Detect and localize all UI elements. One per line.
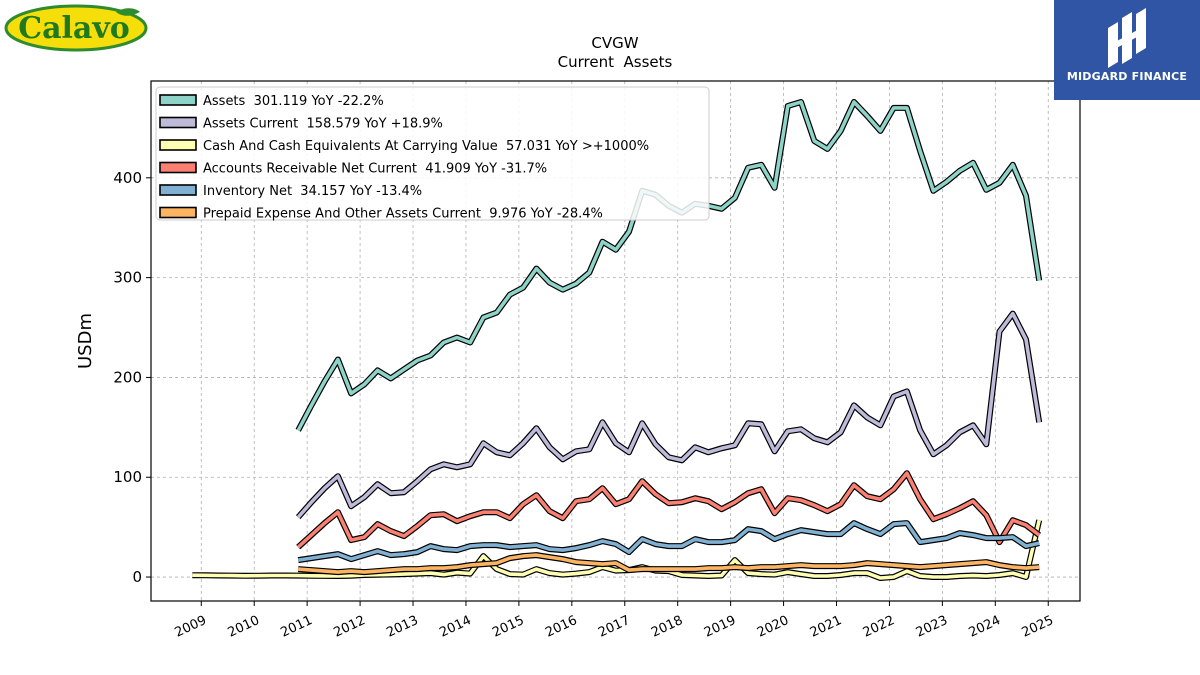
y-tick-label: 200 bbox=[113, 368, 142, 386]
x-tick-label: 2013 bbox=[384, 613, 420, 641]
legend-swatch bbox=[159, 206, 197, 219]
series-line-3 bbox=[296, 470, 1042, 550]
series-stroke bbox=[192, 519, 1041, 580]
x-axis-ticks: 2009 2010 2011 2012 2013 2014 2015 2016 2017 2018… bbox=[173, 601, 1056, 641]
y-tick-label: 100 bbox=[113, 468, 142, 486]
x-tick-label: 2014 bbox=[437, 613, 473, 641]
series-line-1 bbox=[295, 310, 1043, 520]
midgard-emblem-icon bbox=[1108, 8, 1146, 68]
legend-label: Accounts Receivable Net Current 41.909 Y… bbox=[203, 162, 547, 177]
legend-swatch bbox=[159, 116, 197, 129]
legend-box bbox=[155, 86, 710, 221]
series-line-2 bbox=[192, 519, 1043, 581]
chart-title: CVGW bbox=[591, 34, 638, 52]
x-tick-label: 2015 bbox=[490, 613, 526, 641]
series-stroke bbox=[296, 311, 1041, 519]
legend-swatch bbox=[159, 184, 197, 196]
x-tick-label: 2019 bbox=[702, 613, 738, 641]
legend-label: Cash And Cash Equivalents At Carrying Va… bbox=[203, 139, 649, 154]
x-tick-label: 2012 bbox=[331, 613, 367, 641]
legend-label: Assets Current 158.579 YoY +18.9% bbox=[203, 117, 443, 132]
x-tick-label: 2023 bbox=[914, 613, 950, 641]
x-tick-label: 2011 bbox=[279, 613, 315, 641]
legend-label: Assets 301.119 YoY -22.2% bbox=[203, 94, 384, 109]
x-tick-label: 2024 bbox=[967, 613, 1003, 641]
series-stroke bbox=[296, 471, 1041, 549]
x-tick-label: 2021 bbox=[808, 613, 844, 641]
y-axis-label: USDm bbox=[75, 313, 96, 369]
y-tick-label: 400 bbox=[113, 169, 142, 187]
y-tick-label: 0 bbox=[132, 568, 142, 586]
series-line-4 bbox=[297, 520, 1040, 564]
legend-label: Inventory Net 34.157 YoY -13.4% bbox=[203, 184, 422, 199]
leaf-icon bbox=[116, 8, 140, 16]
series-stroke bbox=[298, 553, 1040, 574]
legend-label: Prepaid Expense And Other Assets Current… bbox=[203, 207, 603, 222]
calavo-logo-text: Calavo bbox=[18, 11, 130, 46]
x-tick-label: 2020 bbox=[755, 613, 791, 641]
midgard-logo-text: MIDGARD FINANCE bbox=[1066, 70, 1188, 83]
calavo-logo-ellipse bbox=[4, 4, 148, 52]
series-stroke bbox=[297, 521, 1040, 562]
x-tick-label: 2009 bbox=[173, 613, 209, 641]
legend-swatch bbox=[159, 94, 197, 106]
midgard-finance-logo: MIDGARD FINANCE bbox=[1054, 0, 1200, 100]
legend-swatch bbox=[159, 161, 197, 174]
calavo-logo: Calavo bbox=[4, 4, 148, 52]
x-tick-label: 2018 bbox=[649, 613, 685, 641]
x-tick-label: 2025 bbox=[1020, 613, 1056, 641]
x-tick-label: 2010 bbox=[226, 613, 262, 641]
x-tick-label: 2022 bbox=[861, 613, 897, 641]
legend: Assets 301.119 YoY -22.2% Assets Current … bbox=[155, 86, 710, 222]
y-tick-label: 300 bbox=[113, 269, 142, 287]
series-line-5 bbox=[297, 552, 1040, 576]
x-tick-label: 2017 bbox=[596, 613, 632, 641]
y-axis-ticks: 0 100 200 300 400 bbox=[113, 169, 151, 586]
x-tick-label: 2016 bbox=[543, 613, 579, 641]
plot-frame bbox=[150, 80, 1081, 602]
legend-swatch bbox=[159, 139, 197, 151]
chart-subtitle: Current Assets bbox=[558, 53, 673, 71]
